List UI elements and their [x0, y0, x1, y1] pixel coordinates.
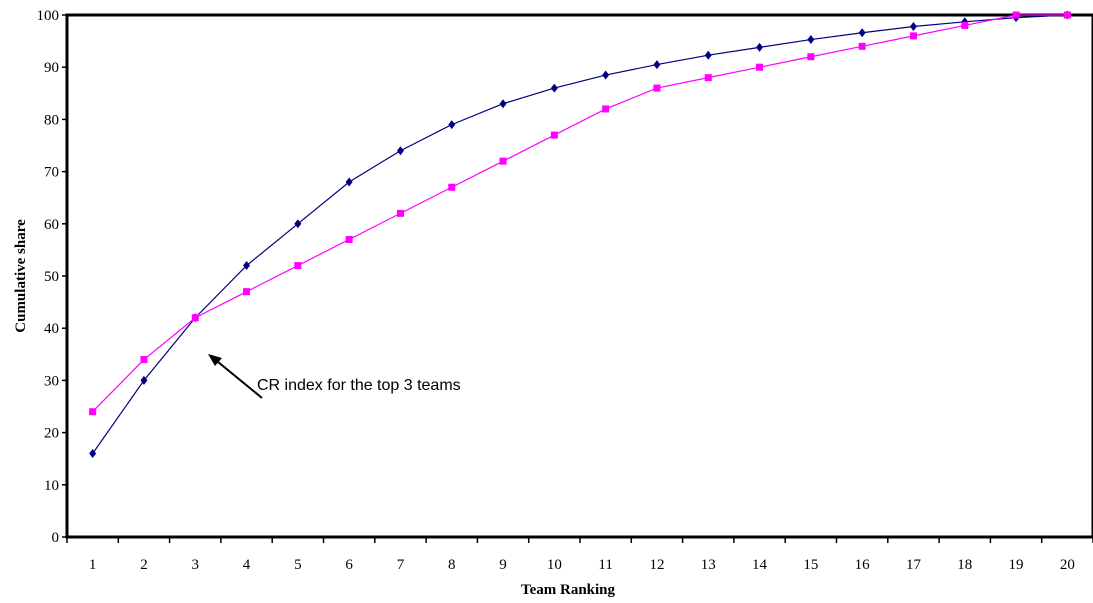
y-axis-title: Cumulative share — [13, 219, 29, 333]
y-tick-label: 70 — [44, 165, 59, 181]
x-tick-label: 16 — [855, 557, 871, 573]
x-tick-label: 17 — [906, 557, 922, 573]
series-2-point — [807, 53, 815, 61]
annotation-label: CR index for the top 3 teams — [257, 377, 461, 394]
series-1-line — [92, 14, 1068, 454]
y-tick-label: 30 — [44, 373, 59, 389]
series-1-point — [345, 177, 353, 187]
series-1-point — [858, 28, 866, 38]
series-1-point — [704, 50, 712, 60]
series-2-point — [140, 356, 148, 364]
series-2-point — [448, 183, 456, 191]
series-2-point — [858, 42, 866, 50]
x-tick-label: 4 — [243, 557, 251, 573]
series-layer — [89, 10, 1071, 458]
series-2-line — [92, 14, 1068, 413]
series-2-point — [89, 408, 97, 416]
series-1-point — [807, 35, 815, 45]
y-tick-label: 40 — [44, 321, 59, 337]
series-1-point — [243, 261, 251, 271]
x-tick-label: 11 — [598, 557, 612, 573]
series-2-point — [602, 105, 610, 113]
series-2-point — [961, 21, 969, 29]
y-axis: 0 10 20 30 40 50 60 70 80 90 100 — [37, 8, 67, 546]
series-2-point — [550, 131, 558, 139]
plot-area — [65, 13, 1093, 539]
y-tick-label: 20 — [44, 426, 59, 442]
series-1-point — [140, 375, 148, 385]
x-tick-label: 12 — [649, 557, 664, 573]
x-tick-label: 10 — [547, 557, 562, 573]
series-1-point — [448, 120, 456, 130]
x-tick-label: 8 — [448, 557, 456, 573]
series-2-point — [243, 288, 251, 296]
x-axis: 1 2 3 4 5 6 7 8 9 10 11 12 13 14 15 16 17 18 19 20 — [66, 537, 1093, 573]
series-2-point — [191, 314, 199, 322]
y-tick-label: 50 — [44, 269, 59, 285]
series-1-point — [550, 83, 558, 93]
x-tick-label: 9 — [499, 557, 507, 573]
series-1 — [89, 10, 1071, 458]
series-2-point — [1012, 11, 1020, 19]
x-tick-label: 13 — [701, 557, 716, 573]
series-2-point — [345, 235, 353, 243]
series-2-point — [756, 63, 764, 71]
series-1-point — [909, 21, 917, 31]
series-2-point — [1063, 11, 1071, 19]
x-tick-label: 20 — [1060, 557, 1075, 573]
series-2-point — [909, 32, 917, 40]
x-axis-title: Team Ranking — [521, 582, 616, 598]
x-tick-label: 5 — [294, 557, 302, 573]
series-1-point — [499, 99, 507, 109]
x-tick-label: 1 — [89, 557, 97, 573]
series-1-point — [653, 60, 661, 70]
series-2-point — [499, 157, 507, 165]
annotation-arrow — [211, 356, 263, 399]
y-tick-label: 80 — [44, 112, 59, 128]
series-1-point — [602, 70, 610, 80]
series-2-point — [653, 84, 661, 92]
x-tick-label: 7 — [397, 557, 405, 573]
x-tick-label: 3 — [192, 557, 200, 573]
series-2 — [89, 11, 1071, 416]
x-tick-label: 18 — [957, 557, 972, 573]
series-1-point — [756, 42, 764, 52]
y-tick-label: 90 — [44, 60, 59, 76]
annotation-layer: CR index for the top 3 teams — [208, 354, 461, 399]
y-tick-label: 100 — [37, 8, 60, 24]
series-2-point — [294, 262, 302, 270]
series-2-point — [396, 209, 404, 217]
series-1-point — [294, 219, 302, 229]
x-tick-label: 19 — [1009, 557, 1024, 573]
series-2-point — [704, 74, 712, 82]
y-tick-label: 60 — [44, 217, 59, 233]
x-tick-label: 6 — [345, 557, 353, 573]
y-tick-label: 0 — [52, 530, 60, 546]
y-tick-label: 10 — [44, 478, 59, 494]
series-1-point — [396, 146, 404, 156]
x-tick-label: 15 — [803, 557, 818, 573]
annotation-arrowhead — [208, 354, 222, 366]
series-1-point — [89, 448, 97, 458]
plot-frame — [65, 13, 1093, 539]
x-tick-label: 2 — [140, 557, 148, 573]
x-tick-label: 14 — [752, 557, 768, 573]
